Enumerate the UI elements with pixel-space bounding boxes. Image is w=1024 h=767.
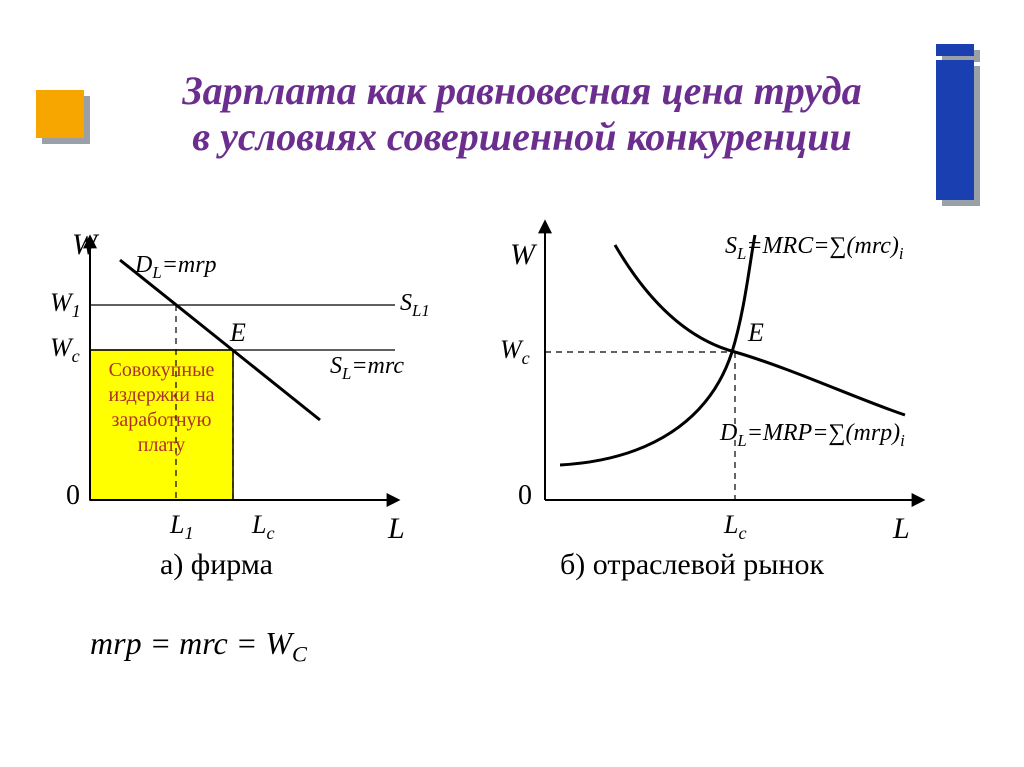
chart-b-y-label: W [510, 238, 535, 272]
formula: mrp = mrc = WC [90, 625, 307, 667]
chart-b-tick-lc: Lc [724, 510, 747, 544]
chart-b-supply-label: SL=MRC=∑(mrc)i [725, 233, 904, 264]
chart-b-x-label: L [893, 512, 910, 546]
chart-b-caption: б) отраслевой рынок [560, 548, 824, 582]
chart-b-origin-label: 0 [518, 480, 532, 512]
chart-b-equilibrium-label: E [748, 318, 764, 348]
chart-b-demand-label: DL=MRP=∑(mrp)i [720, 420, 905, 451]
chart-b-tick-wc: Wc [500, 335, 530, 369]
